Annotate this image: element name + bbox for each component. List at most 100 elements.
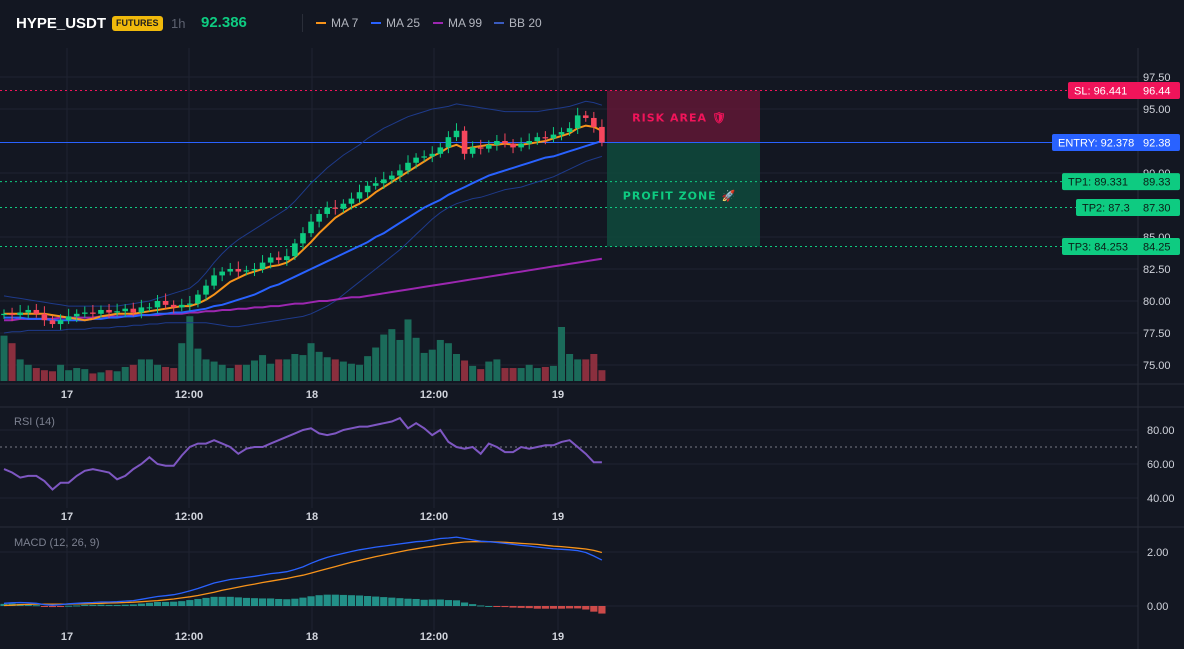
level-tag-text: ENTRY: 92.378 [1058,138,1134,150]
macd-axis-tick: 2.00 [1147,547,1168,559]
candle-body [1,313,7,316]
candle-body [413,157,419,163]
macd-histogram-bar [436,599,444,606]
volume-bar [420,352,428,381]
volume-bar [267,363,275,381]
legend-ma99[interactable]: MA 99 [433,16,482,30]
macd-histogram-bar [444,600,452,606]
volume-bar [590,354,598,381]
volume-bar [113,371,121,381]
macd-histogram-bar [501,606,509,608]
volume-bar [65,370,73,381]
macd-histogram-bar [323,594,331,606]
candle-body [195,294,201,304]
macd-histogram-bar [590,606,598,612]
legend-ma99-label: MA 99 [448,16,483,30]
macd-histogram-bar [493,606,501,607]
risk-area-zone[interactable] [607,90,760,143]
macd-histogram-bar [347,595,356,606]
candle-body [510,143,516,148]
candle-body [332,207,339,209]
volume-bar [89,373,97,381]
volume-bar [234,364,242,381]
macd-histogram-bar [48,606,57,608]
level-tag-sl [1068,82,1180,100]
volume-bar [444,343,452,381]
level-axis-value: 87.30 [1143,203,1171,215]
level-tag-tp2 [1076,199,1180,217]
macd-title: MACD (12, 26, 9) [14,537,100,549]
level-tag-tp1 [1062,173,1180,191]
macd-histogram-bar [137,603,145,606]
macd-histogram-bar [24,604,32,606]
candle-body [502,141,508,144]
candle-body [146,307,153,309]
volume-bar [396,339,404,381]
time-axis-tick: 17 [61,511,73,523]
time-axis-tick: 19 [552,631,564,643]
candle-body [380,179,387,184]
volume-bar [574,359,582,381]
moving-averages [4,124,603,322]
macd-histogram-bar [113,604,121,606]
candle-body [178,304,185,308]
legend-ma25[interactable]: MA 25 [371,16,420,30]
time-axis-tick: 12:00 [420,389,448,401]
price-levels [0,90,1138,248]
volume-bar [339,361,347,381]
ma7-line [4,124,603,322]
macd-histogram-bar [574,606,582,609]
macd-histogram-bar [533,606,541,609]
bb-lower-line [3,155,603,334]
volume-bar [436,339,444,381]
volume-bar [347,363,355,381]
volume-bar [32,368,40,381]
macd-histogram-bar [517,606,525,608]
macd-histogram-bar [145,602,154,606]
time-axis-tick: 19 [552,511,564,523]
candle-body [582,115,589,118]
price-axis-tick: 82.50 [1143,264,1171,276]
macd-histogram-bar [404,598,412,606]
time-axis-tick: 12:00 [420,511,448,523]
candle-body [453,130,460,138]
volume-bar [137,359,145,381]
profit-zone[interactable] [607,142,760,247]
candle-body [275,257,282,261]
macd-histogram-bar [178,601,186,606]
legend-bb20[interactable]: BB 20 [494,16,542,30]
macd-axis-tick: 0.00 [1147,601,1168,613]
candle-body [203,285,209,295]
macd-histogram-bar [291,598,299,606]
volume-bar [404,319,412,381]
candle-body [73,313,80,317]
volume-bar [16,359,24,381]
time-axis-tick: 12:00 [420,631,448,643]
volume-bar [372,347,380,381]
time-axis-tick: 12:00 [175,389,203,401]
risk-area-label: RISK AREA 🛡 [632,112,727,125]
candle-body [90,312,96,314]
candle-body [542,137,549,139]
candle-body [138,307,145,313]
profit-zone-label: PROFIT ZONE 🚀 [623,190,736,203]
candle-body [187,303,193,305]
volume-bar [275,359,283,381]
macd-histogram-bar [153,601,162,606]
macd-histogram-bar [186,600,194,606]
volume-bar [541,366,549,381]
candle-body [494,141,500,145]
volume-bar [97,372,105,381]
symbol-name[interactable]: HYPE_USDT [16,15,107,32]
macd-histogram-bar [283,599,291,606]
timeframe-label[interactable]: 1h [171,16,186,31]
candle-body [9,313,15,316]
volume-bar [0,335,8,381]
chart-grid [0,48,1184,649]
candle-body [429,153,436,157]
legend-ma7[interactable]: MA 7 [316,16,358,30]
macd-histogram-bar [218,596,226,606]
macd-histogram-bar [210,596,218,606]
candle-body [534,137,541,141]
